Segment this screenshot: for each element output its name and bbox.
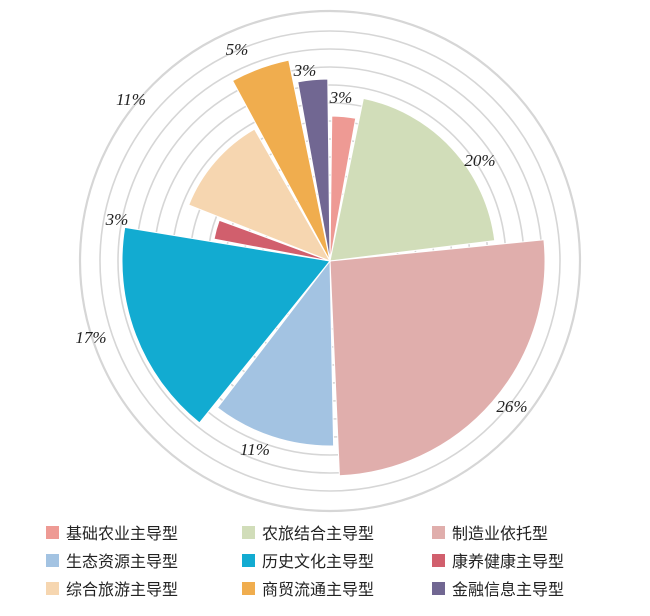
slice-percentage-label: 3% (105, 210, 129, 229)
legend-label: 康养健康主导型 (452, 552, 565, 571)
legend-swatch (432, 525, 445, 539)
percentage-labels: 3% 20% 26% 11% 17% 3% 11% 5% 3% (75, 40, 527, 459)
legend-label: 商贸流通主导型 (262, 580, 375, 599)
pie-slice (329, 97, 496, 262)
legend-item: 综合旅游主导型 (46, 577, 242, 599)
legend-swatch (242, 553, 255, 567)
slice-percentage-label: 11% (116, 90, 146, 109)
pie-slice (121, 226, 331, 424)
slice-percentage-label: 20% (464, 151, 495, 170)
legend-label: 农旅结合主导型 (262, 524, 375, 543)
slice-percentage-label: 5% (226, 40, 249, 59)
legend-label: 综合旅游主导型 (66, 580, 179, 599)
pie-slice (216, 259, 335, 447)
legend-label: 金融信息主导型 (452, 580, 565, 599)
legend-item: 康养健康主导型 (432, 549, 612, 571)
legend-item: 金融信息主导型 (432, 577, 612, 599)
legend-swatch (432, 581, 445, 595)
legend-item: 生态资源主导型 (46, 549, 242, 571)
legend-label: 生态资源主导型 (66, 552, 179, 571)
legend-item: 历史文化主导型 (242, 549, 432, 571)
legend-item: 制造业依托型 (432, 521, 612, 543)
rose-pie-chart: 3% 20% 26% 11% 17% 3% 11% 5% 3% (75, 9, 582, 513)
pie-slice (297, 78, 331, 262)
grid-ring (99, 30, 561, 492)
legend-swatch (432, 553, 445, 567)
legend-item: 农旅结合主导型 (242, 521, 432, 543)
legend-item: 商贸流通主导型 (242, 577, 432, 599)
legend-swatch (46, 525, 59, 539)
legend-swatch (242, 525, 255, 539)
pie-slice (329, 239, 546, 477)
pie-slice (329, 115, 357, 262)
slice-percentage-label: 3% (329, 88, 353, 107)
grid-ring (78, 9, 582, 513)
pie-slice (213, 219, 331, 262)
legend-label: 基础农业主导型 (66, 524, 179, 543)
legend-label: 制造业依托型 (452, 524, 549, 543)
legend-swatch (46, 581, 59, 595)
legend-item: 基础农业主导型 (46, 521, 242, 543)
pie-slice (231, 59, 331, 262)
pie-slice (188, 128, 332, 262)
slice-percentage-label: 26% (496, 397, 527, 416)
pie-slices (121, 59, 546, 477)
legend-swatch (242, 581, 255, 595)
legend-swatch (46, 553, 59, 567)
legend-label: 历史文化主导型 (262, 552, 375, 571)
legend: 基础农业主导型 农旅结合主导型 制造业依托型生态资源主导型 历史文化主导型 康养健康主导… (46, 521, 636, 599)
slice-percentage-label: 17% (75, 328, 106, 347)
slice-percentage-label: 3% (293, 61, 317, 80)
slice-percentage-label: 11% (240, 440, 270, 459)
